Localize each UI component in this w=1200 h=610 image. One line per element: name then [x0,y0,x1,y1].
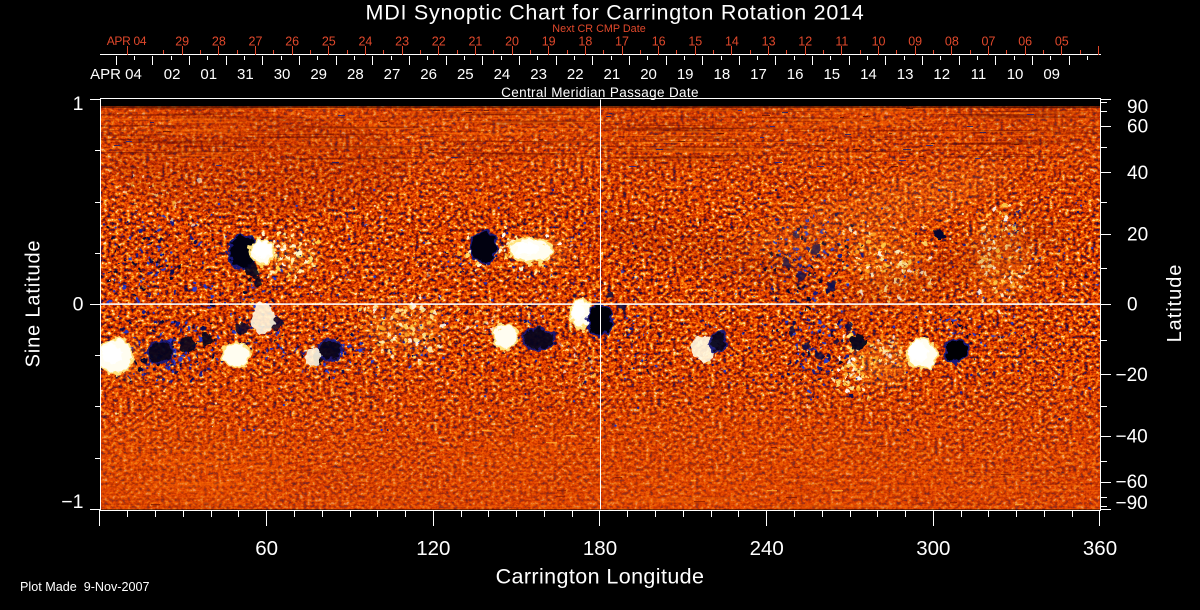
svg-text:21: 21 [604,66,621,83]
svg-text:24: 24 [358,35,372,49]
svg-text:11: 11 [835,35,848,49]
svg-text:−1: −1 [61,491,83,513]
svg-text:15: 15 [823,66,840,83]
svg-text:Central Meridian Passage Date: Central Meridian Passage Date [501,85,699,100]
svg-text:90: 90 [1127,97,1148,118]
svg-text:240: 240 [750,537,784,560]
svg-text:14: 14 [860,66,877,83]
svg-text:23: 23 [395,35,409,49]
svg-text:19: 19 [677,66,694,83]
svg-text:13: 13 [897,66,914,83]
svg-text:60: 60 [1127,117,1148,138]
svg-text:24: 24 [494,66,511,83]
svg-text:02: 02 [164,66,181,83]
svg-text:Plot Made 9-Nov-2007: Plot Made 9-Nov-2007 [20,580,150,594]
svg-text:−40: −40 [1116,427,1148,448]
svg-text:12: 12 [798,35,812,49]
svg-text:APR 04: APR 04 [107,34,147,48]
svg-text:23: 23 [530,66,547,83]
svg-text:25: 25 [457,66,474,83]
svg-text:26: 26 [420,66,437,83]
svg-text:17: 17 [615,35,629,49]
svg-text:18: 18 [714,66,731,83]
svg-text:60: 60 [255,537,278,560]
svg-text:14: 14 [725,35,739,49]
svg-text:30: 30 [274,66,291,83]
svg-text:10: 10 [872,35,886,49]
svg-text:29: 29 [310,66,327,83]
svg-text:27: 27 [249,35,263,49]
svg-text:16: 16 [652,35,666,49]
svg-text:16: 16 [787,66,804,83]
svg-text:27: 27 [384,66,401,83]
svg-text:15: 15 [688,35,702,49]
svg-text:11: 11 [971,66,987,83]
svg-text:13: 13 [762,35,776,49]
svg-text:28: 28 [212,35,226,49]
svg-text:01: 01 [200,66,217,83]
svg-text:09: 09 [1043,66,1060,83]
svg-text:Latitude: Latitude [1164,264,1186,343]
svg-text:MDI Synoptic Chart for Carring: MDI Synoptic Chart for Carrington Rotati… [366,1,865,25]
svg-text:300: 300 [916,537,950,560]
svg-text:25: 25 [322,35,336,49]
svg-text:20: 20 [1127,225,1148,246]
svg-text:05: 05 [1055,35,1069,49]
svg-text:21: 21 [468,35,482,49]
svg-text:28: 28 [347,66,364,83]
svg-text:08: 08 [945,35,959,49]
svg-text:17: 17 [750,66,767,83]
svg-text:120: 120 [416,537,450,560]
svg-text:31: 31 [237,66,254,83]
svg-text:0: 0 [73,294,84,316]
svg-text:Sine Latitude: Sine Latitude [23,240,45,368]
svg-text:0: 0 [1127,295,1138,316]
svg-text:29: 29 [175,35,189,49]
svg-text:19: 19 [542,35,556,49]
svg-text:−90: −90 [1116,493,1148,514]
svg-text:22: 22 [432,35,446,49]
svg-text:26: 26 [285,35,299,49]
svg-text:20: 20 [505,35,519,49]
svg-text:APR 04: APR 04 [90,66,142,83]
svg-text:12: 12 [933,66,950,83]
svg-text:09: 09 [908,35,922,49]
svg-text:07: 07 [982,35,996,49]
svg-text:−20: −20 [1116,365,1148,386]
svg-text:180: 180 [583,537,617,560]
svg-text:40: 40 [1127,163,1148,184]
svg-text:18: 18 [578,35,592,49]
svg-text:360: 360 [1083,537,1117,560]
svg-text:20: 20 [640,66,657,83]
svg-text:10: 10 [1007,66,1024,83]
svg-text:Next CR CMP Date: Next CR CMP Date [552,23,645,35]
svg-text:1: 1 [73,93,84,115]
svg-text:−60: −60 [1116,472,1148,493]
svg-text:06: 06 [1018,35,1032,49]
svg-text:22: 22 [567,66,584,83]
svg-text:Carrington Longitude: Carrington Longitude [496,565,705,589]
